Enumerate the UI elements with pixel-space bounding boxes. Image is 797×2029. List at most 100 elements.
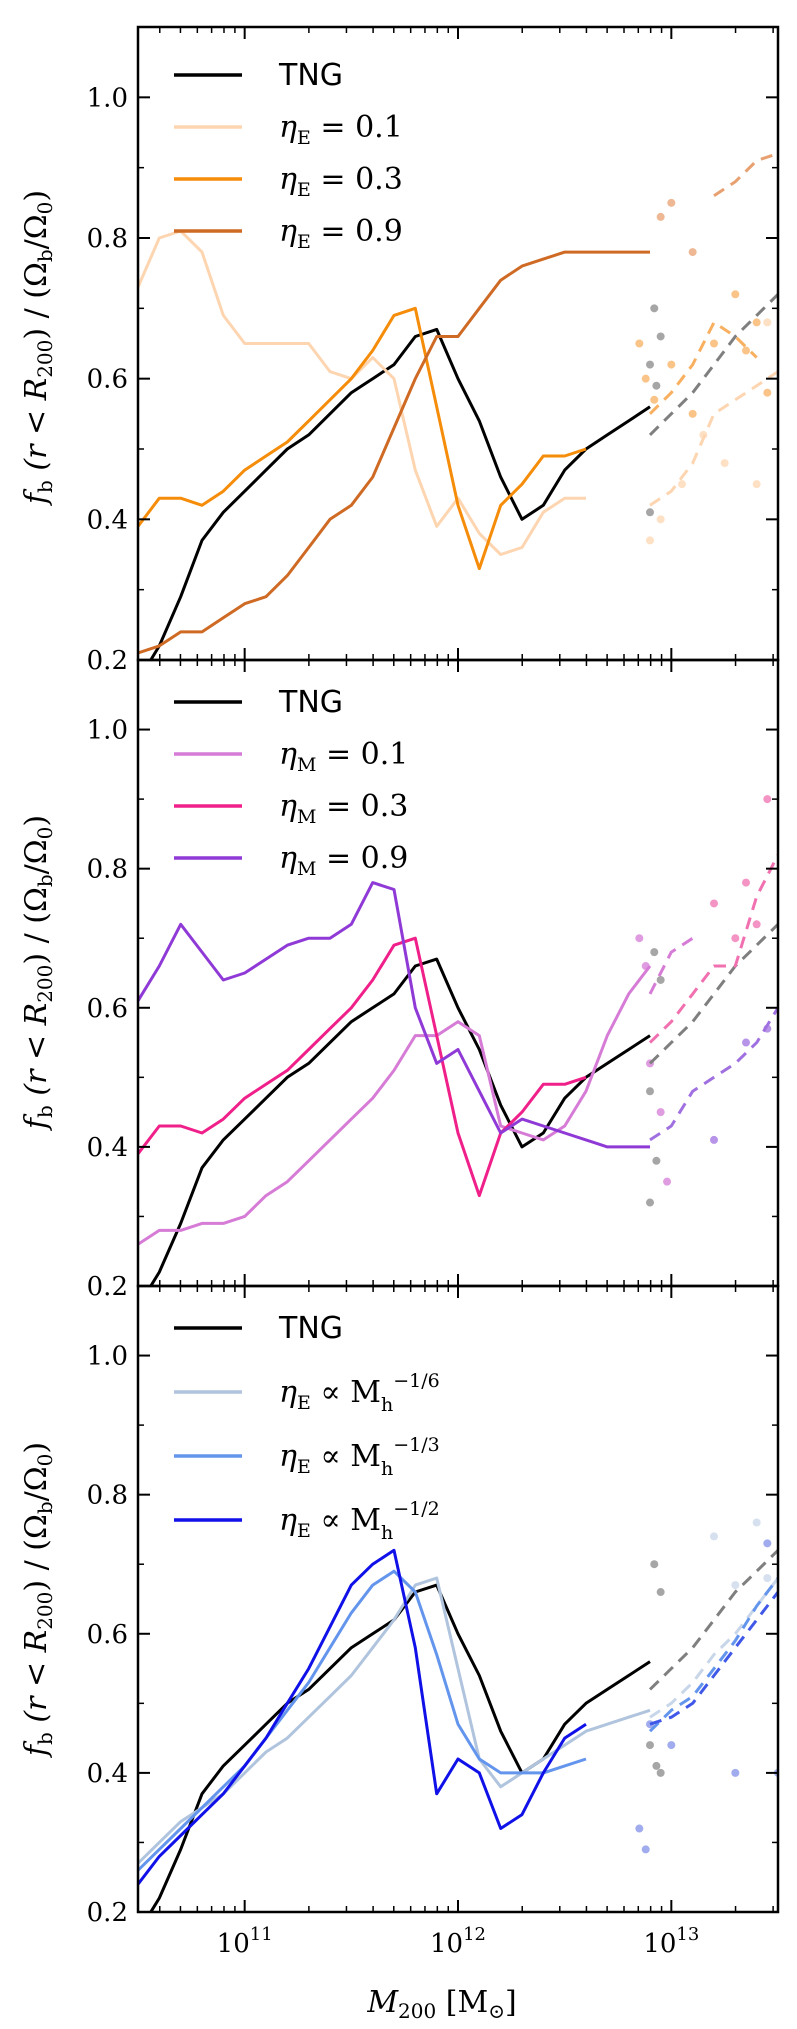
legend-entry: ηE ∝ Mh−1/2 bbox=[174, 1498, 440, 1544]
scatter-point bbox=[656, 1768, 665, 1777]
y-tick-label: 1.0 bbox=[87, 716, 128, 746]
scatter-point bbox=[656, 1588, 665, 1597]
series-line bbox=[149, 327, 651, 660]
scatter-point bbox=[710, 1532, 718, 1541]
scatter-point bbox=[678, 480, 686, 489]
series-line bbox=[713, 152, 778, 198]
scatter-point bbox=[731, 934, 740, 943]
legend-entry: ηE ∝ Mh−1/6 bbox=[174, 1370, 440, 1416]
svg-text:fb (r < R200) / (Ωb/Ω0): fb (r < R200) / (Ωb/Ω0) bbox=[19, 815, 57, 1131]
scatter-point bbox=[641, 374, 650, 383]
scatter-point bbox=[652, 381, 661, 390]
scatter-point bbox=[688, 248, 697, 257]
series-line bbox=[649, 1591, 778, 1726]
legend-label: ηM = 0.1 bbox=[279, 737, 408, 776]
scatter-point bbox=[667, 1741, 676, 1750]
ylabel-middle: fb (r < R200) / (Ωb/Ω0) bbox=[19, 815, 57, 1131]
series-line bbox=[138, 1569, 587, 1872]
scatter-point bbox=[731, 1581, 740, 1590]
y-tick-label: 0.8 bbox=[87, 224, 128, 254]
series-line bbox=[648, 320, 758, 415]
scatter-point bbox=[650, 395, 659, 404]
panel-bottom: 0.2 0.4 0.6 0.8 1.0 1011 1012 1013 TNG ηE ∝ Mh−1/… bbox=[87, 1284, 780, 1959]
panel-frame bbox=[136, 1284, 780, 1914]
scatter-point bbox=[763, 388, 772, 397]
scatter-point bbox=[646, 1741, 654, 1750]
scatter-point bbox=[656, 212, 665, 221]
y-tick-label: 0.8 bbox=[87, 1481, 128, 1511]
scatter-point bbox=[635, 934, 644, 943]
y-tick-label: 1.0 bbox=[87, 83, 128, 113]
legend-entry: TNG bbox=[174, 58, 343, 93]
legend-label: ηE ∝ Mh−1/6 bbox=[279, 1370, 440, 1416]
scatter-point bbox=[650, 948, 659, 957]
panel-top: 0.2 0.4 0.6 0.8 1.0 TNG ηE = 0.1 ηE = 0.3 ηE = 0… bbox=[87, 25, 780, 676]
series-line bbox=[648, 854, 778, 1044]
scatter-point bbox=[646, 1087, 654, 1096]
scatter-point bbox=[710, 1135, 718, 1144]
legend-entry: ηM = 0.3 bbox=[174, 789, 408, 828]
y-tick-label: 0.6 bbox=[87, 994, 128, 1024]
scatter-point bbox=[742, 346, 750, 355]
series-line bbox=[648, 293, 778, 436]
legend-entry: ηM = 0.9 bbox=[174, 841, 408, 880]
x-tick-label: 1012 bbox=[430, 1924, 486, 1959]
scatter-point bbox=[656, 1108, 665, 1117]
scatter-point bbox=[667, 360, 676, 369]
scatter-point bbox=[763, 1539, 772, 1548]
scatter-point bbox=[646, 536, 654, 545]
legend-entry: TNG bbox=[174, 1311, 343, 1346]
scatter-point bbox=[646, 508, 654, 517]
series-line bbox=[138, 250, 650, 655]
series-line bbox=[149, 1583, 651, 1912]
series-line bbox=[138, 229, 586, 556]
legend-entry: ηE = 0.9 bbox=[174, 214, 403, 253]
scatter-point bbox=[667, 198, 676, 207]
y-tick-label: 0.2 bbox=[87, 1898, 128, 1928]
panel-middle: 0.2 0.4 0.6 0.8 1.0 TNG ηM = 0.1 ηM = 0.3 ηM = 0… bbox=[87, 658, 780, 1302]
x-tick-label: 1013 bbox=[643, 1924, 699, 1959]
y-tick-label: 1.0 bbox=[87, 1342, 128, 1372]
y-tick-label: 0.6 bbox=[87, 365, 128, 395]
legend-label: ηM = 0.3 bbox=[279, 789, 408, 828]
xlabel: M200 [M⊙] bbox=[366, 1985, 516, 2023]
series-line bbox=[649, 370, 778, 507]
y-tick-label: 0.2 bbox=[87, 1272, 128, 1302]
scatter-point bbox=[646, 360, 654, 369]
series-line bbox=[138, 936, 587, 1198]
scatter-point bbox=[650, 304, 659, 313]
y-tick-label: 0.4 bbox=[87, 1133, 128, 1163]
scatter-point bbox=[652, 1761, 661, 1770]
scatter-point bbox=[763, 795, 772, 804]
series-line bbox=[138, 965, 652, 1246]
svg-text:fb (r < R200) / (Ωb/Ω0): fb (r < R200) / (Ωb/Ω0) bbox=[19, 190, 57, 506]
scatter-point bbox=[731, 290, 740, 299]
series-line bbox=[648, 923, 778, 1065]
plot-area bbox=[138, 152, 778, 660]
scatter-point bbox=[720, 459, 729, 468]
scatter-point bbox=[635, 1824, 644, 1833]
scatter-point bbox=[752, 318, 761, 327]
legend-label: ηE ∝ Mh−1/2 bbox=[279, 1498, 440, 1544]
legend-label: ηE = 0.3 bbox=[279, 162, 403, 201]
scatter-point bbox=[641, 1845, 650, 1854]
legend-label: TNG bbox=[278, 685, 343, 720]
series-line bbox=[649, 1007, 778, 1142]
scatter-point bbox=[656, 515, 665, 524]
series-line bbox=[138, 881, 650, 1149]
legend-label: TNG bbox=[278, 58, 343, 93]
scatter-point bbox=[646, 1198, 654, 1207]
scatter-point bbox=[650, 1560, 659, 1569]
series-line bbox=[648, 1549, 778, 1691]
legend-entry: ηE = 0.1 bbox=[174, 110, 403, 149]
series-line bbox=[648, 1577, 778, 1733]
scatter-point bbox=[652, 1156, 661, 1165]
scatter-point bbox=[763, 1574, 772, 1583]
legend-label: ηM = 0.9 bbox=[279, 841, 408, 880]
ylabel-bottom: fb (r < R200) / (Ωb/Ω0) bbox=[19, 1442, 57, 1758]
series-line bbox=[648, 936, 694, 995]
legend-label: TNG bbox=[278, 1311, 343, 1346]
plot-area bbox=[138, 795, 778, 1286]
y-tick-label: 0.6 bbox=[87, 1620, 128, 1650]
x-tick-label: 1011 bbox=[217, 1924, 273, 1959]
